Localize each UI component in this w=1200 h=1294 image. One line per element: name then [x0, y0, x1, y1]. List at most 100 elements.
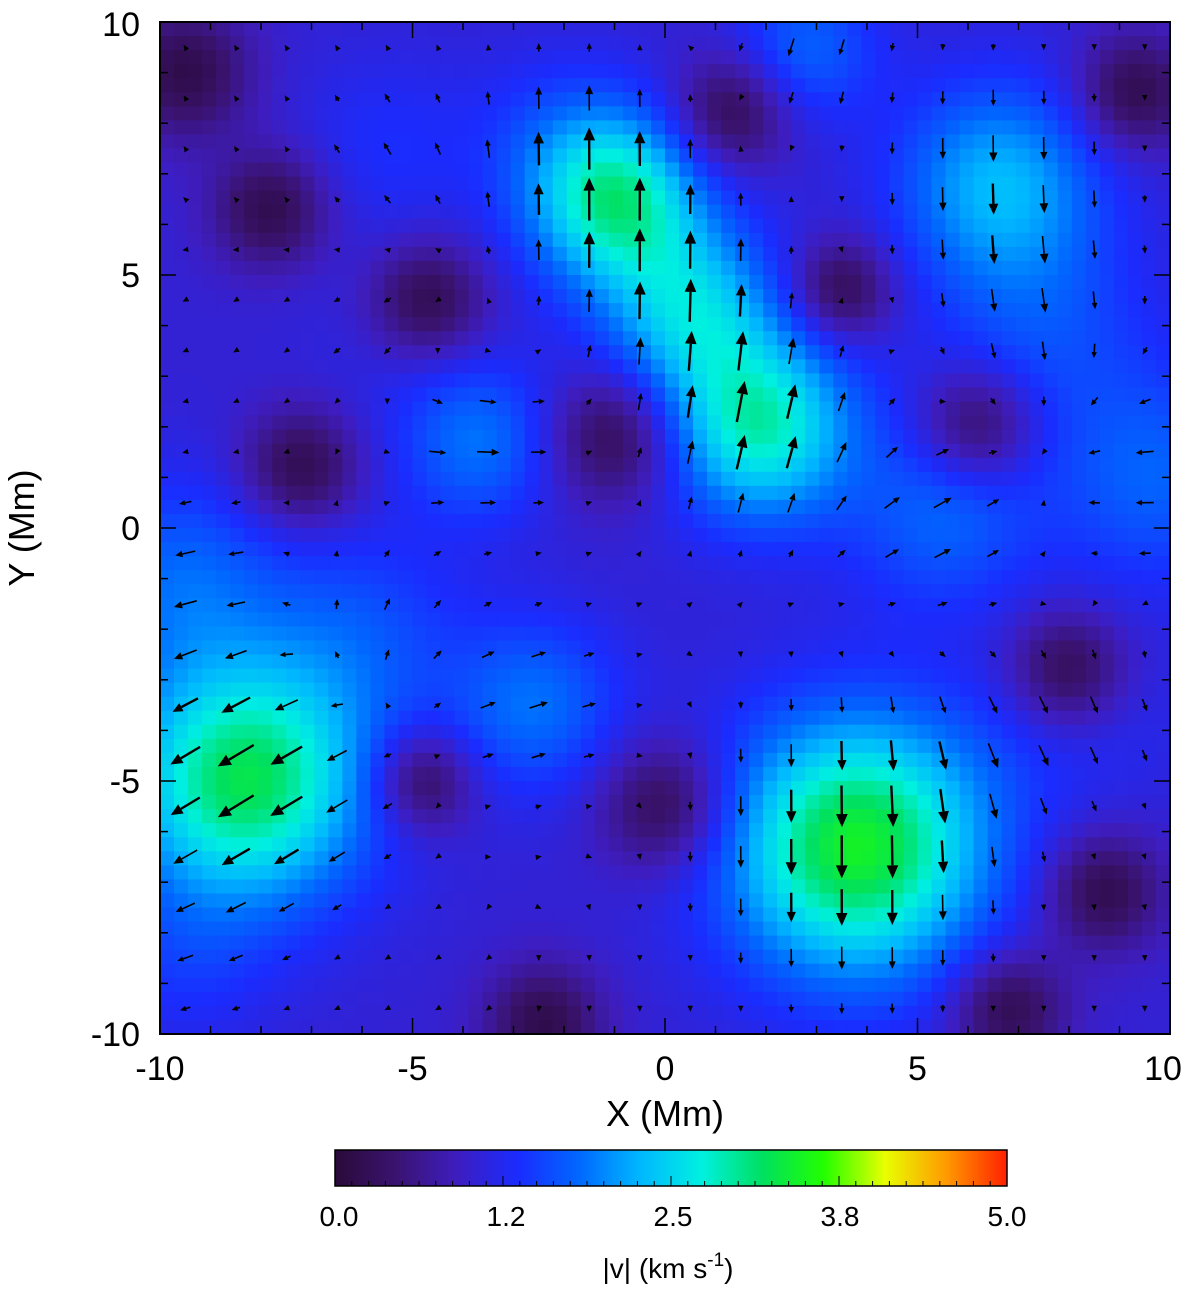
heatmap-cell	[636, 513, 652, 529]
heatmap-cell	[552, 471, 568, 487]
heatmap-cell	[1015, 485, 1031, 501]
heatmap-cell	[973, 991, 989, 1007]
heatmap-cell	[1043, 401, 1059, 417]
heatmap-cell	[1001, 654, 1017, 670]
heatmap-cell	[1001, 429, 1017, 445]
heatmap-cell	[931, 78, 947, 94]
heatmap-cell	[1099, 626, 1115, 642]
heatmap-cell	[538, 345, 554, 361]
heatmap-cell	[608, 190, 624, 206]
heatmap-cell	[1071, 893, 1087, 909]
heatmap-cell	[622, 851, 638, 867]
heatmap-cell	[903, 499, 919, 515]
heatmap-cell	[160, 232, 175, 248]
heatmap-cell	[1057, 359, 1073, 375]
heatmap-cell	[931, 36, 947, 51]
heatmap-cell	[707, 218, 722, 234]
heatmap-cell	[342, 598, 358, 614]
heatmap-cell	[1085, 317, 1101, 333]
heatmap-cell	[693, 865, 708, 881]
heatmap-cell	[693, 36, 708, 51]
heatmap-cell	[314, 893, 330, 909]
heatmap-cell	[847, 823, 863, 839]
heatmap-cell	[1001, 626, 1017, 642]
heatmap-cell	[482, 359, 498, 375]
heatmap-cell	[538, 837, 554, 853]
heatmap-cell	[665, 823, 680, 839]
heatmap-cell	[244, 682, 259, 698]
heatmap-cell	[300, 317, 316, 333]
heatmap-cell	[1029, 36, 1045, 51]
heatmap-cell	[791, 176, 807, 192]
heatmap-cell	[342, 303, 358, 318]
heatmap-cell	[258, 457, 274, 473]
heatmap-cell	[496, 471, 512, 487]
heatmap-cell	[636, 949, 652, 965]
heatmap-cell	[1099, 22, 1115, 37]
heatmap-cell	[398, 556, 414, 571]
heatmap-cell	[454, 640, 470, 656]
heatmap-cell	[1071, 204, 1087, 220]
heatmap-cell	[833, 303, 849, 318]
heatmap-cell	[707, 528, 722, 543]
heatmap-cell	[917, 907, 933, 923]
heatmap-cell	[791, 471, 807, 487]
heatmap-cell	[1113, 415, 1129, 431]
heatmap-cell	[160, 260, 175, 276]
heatmap-cell	[707, 303, 722, 318]
heatmap-cell	[903, 584, 919, 600]
heatmap-cell	[524, 724, 540, 740]
heatmap-cell	[468, 513, 484, 529]
heatmap-cell	[693, 907, 708, 923]
heatmap-cell	[580, 612, 596, 628]
heatmap-cell	[384, 851, 400, 867]
heatmap-cell	[763, 654, 779, 670]
heatmap-cell	[903, 963, 919, 979]
heatmap-cell	[580, 92, 596, 108]
heatmap-cell	[917, 78, 933, 94]
heatmap-cell	[468, 176, 484, 192]
heatmap-cell	[314, 162, 330, 178]
heatmap-cell	[622, 134, 638, 150]
heatmap-cell	[524, 907, 540, 923]
heatmap-cell	[903, 162, 919, 178]
heatmap-cell	[1113, 893, 1129, 909]
heatmap-cell	[1099, 373, 1115, 389]
heatmap-cell	[987, 556, 1003, 571]
heatmap-cell	[608, 401, 624, 417]
heatmap-cell	[903, 218, 919, 234]
heatmap-cell	[959, 289, 975, 304]
heatmap-cell	[805, 457, 821, 473]
heatmap-cell	[1113, 499, 1129, 515]
heatmap-cell	[496, 963, 512, 979]
heatmap-cell	[566, 246, 582, 262]
heatmap-cell	[426, 823, 442, 839]
heatmap-cell	[707, 640, 722, 656]
heatmap-cell	[524, 190, 540, 206]
heatmap-cell	[1001, 373, 1017, 389]
heatmap-cell	[244, 710, 259, 726]
heatmap-cell	[160, 148, 175, 164]
heatmap-cell	[791, 598, 807, 614]
heatmap-cell	[328, 668, 344, 684]
heatmap-cell	[594, 640, 610, 656]
heatmap-cell	[1043, 584, 1059, 600]
heatmap-cell	[1029, 724, 1045, 740]
heatmap-cell	[721, 837, 736, 853]
heatmap-cell	[468, 218, 484, 234]
heatmap-cell	[370, 78, 386, 94]
heatmap-cell	[174, 640, 189, 656]
heatmap-cell	[791, 612, 807, 628]
heatmap-cell	[847, 120, 863, 136]
heatmap-cell	[1015, 78, 1031, 94]
heatmap-cell	[356, 626, 372, 642]
heatmap-cell	[917, 696, 933, 712]
heatmap-cell	[384, 766, 400, 782]
heatmap-cell	[188, 303, 203, 318]
heatmap-cell	[791, 879, 807, 895]
heatmap-cell	[440, 331, 456, 347]
heatmap-cell	[763, 640, 779, 656]
heatmap-cell	[468, 542, 484, 557]
heatmap-cell	[721, 92, 736, 108]
heatmap-cell	[202, 190, 217, 206]
